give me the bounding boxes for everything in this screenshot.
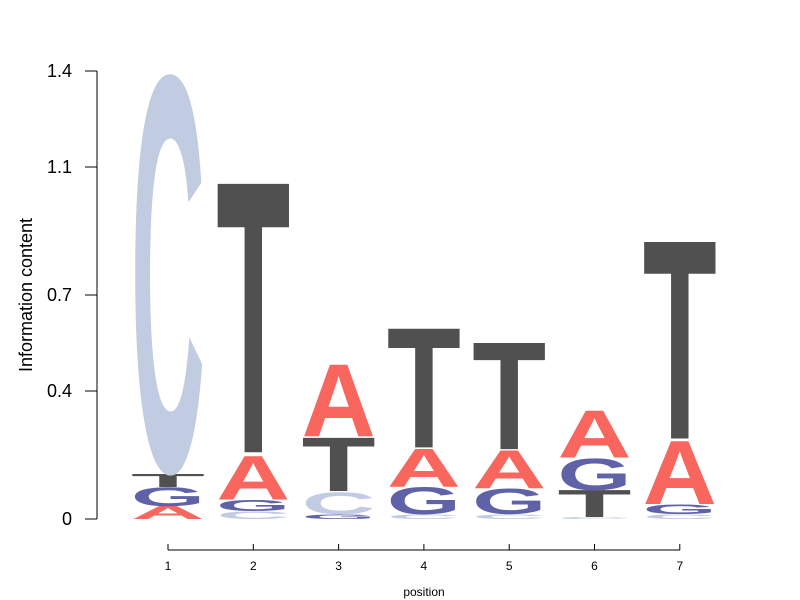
logo-letter-t: T: [302, 421, 376, 508]
x-ticks: 1 2 3 4 5 6 7: [165, 544, 683, 573]
y-tick-label: 1.4: [47, 61, 72, 81]
logo-letter-a: A: [302, 342, 376, 459]
logo-letter-t: T: [387, 291, 461, 484]
x-tick-label: 5: [506, 559, 513, 573]
logo-letter-a: A: [472, 440, 546, 500]
logo-letter-a: A: [558, 397, 632, 473]
logo-letter-g: G: [131, 481, 205, 511]
logo-letter-c: C: [643, 513, 717, 521]
logo-letter-t: T: [216, 101, 290, 536]
logo-letter-t: T: [643, 179, 717, 499]
logo-letter-c: C: [131, 0, 205, 591]
logo-letter-g: G: [558, 449, 632, 500]
x-tick-label: 7: [676, 559, 683, 573]
logo-letter-g: G: [387, 479, 461, 522]
y-ticks: 0 0.4 0.7 1.1 1.4: [47, 61, 97, 529]
logo-letter-g: G: [216, 497, 290, 515]
y-tick-label: 0.4: [47, 381, 72, 401]
logo-letter-g: G: [302, 513, 376, 521]
logo-letter-c: C: [302, 486, 376, 522]
logo-letter-g: G: [643, 502, 717, 517]
y-tick-label: 1.1: [47, 157, 72, 177]
logo-letter-a: A: [216, 443, 290, 514]
x-tick-label: 6: [591, 559, 598, 573]
x-tick-label: 3: [335, 559, 342, 573]
logo-letter-a: A: [131, 502, 205, 522]
y-tick-label: 0: [62, 509, 72, 529]
logo-letter-t: T: [558, 483, 632, 526]
x-tick-label: 2: [250, 559, 257, 573]
logo-letter-a: A: [387, 438, 461, 498]
y-tick-label: 0.7: [47, 285, 72, 305]
logo-letter-c: C: [558, 517, 632, 520]
logo-letter-g: G: [472, 482, 546, 522]
logo-letter-c: C: [387, 513, 461, 521]
x-tick-label: 4: [421, 559, 428, 573]
logo-letter-c: C: [472, 513, 546, 521]
logo-letter-t: T: [131, 471, 205, 491]
x-tick-label: 1: [165, 559, 172, 573]
logo-letter-t: T: [472, 310, 546, 482]
x-axis-title: position: [403, 585, 444, 599]
logo-letter-c: C: [216, 509, 290, 522]
y-axis-title: Information content: [16, 218, 36, 372]
logo-letter-a: A: [643, 421, 717, 523]
